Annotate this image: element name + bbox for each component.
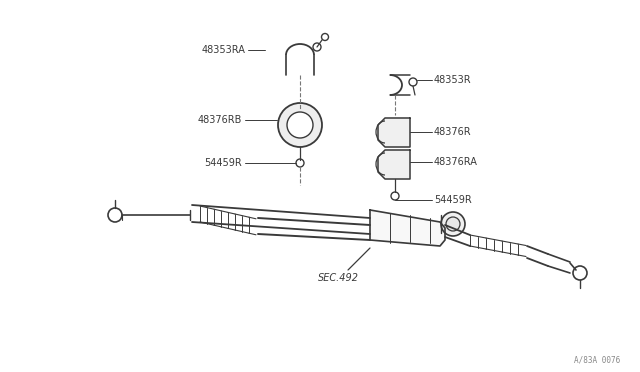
- Polygon shape: [378, 150, 410, 179]
- Text: 48353R: 48353R: [434, 75, 472, 85]
- Text: 54459R: 54459R: [434, 195, 472, 205]
- Text: 48376RA: 48376RA: [434, 157, 478, 167]
- Polygon shape: [370, 210, 445, 246]
- Text: 48376R: 48376R: [434, 127, 472, 137]
- Circle shape: [278, 103, 322, 147]
- Text: 54459R: 54459R: [204, 158, 242, 168]
- Text: 48353RA: 48353RA: [201, 45, 245, 55]
- Text: A/83A 0076: A/83A 0076: [573, 356, 620, 365]
- Polygon shape: [378, 118, 410, 147]
- Text: 48376RB: 48376RB: [198, 115, 242, 125]
- Circle shape: [446, 217, 460, 231]
- Text: SEC.492: SEC.492: [318, 273, 359, 283]
- Circle shape: [287, 112, 313, 138]
- Circle shape: [441, 212, 465, 236]
